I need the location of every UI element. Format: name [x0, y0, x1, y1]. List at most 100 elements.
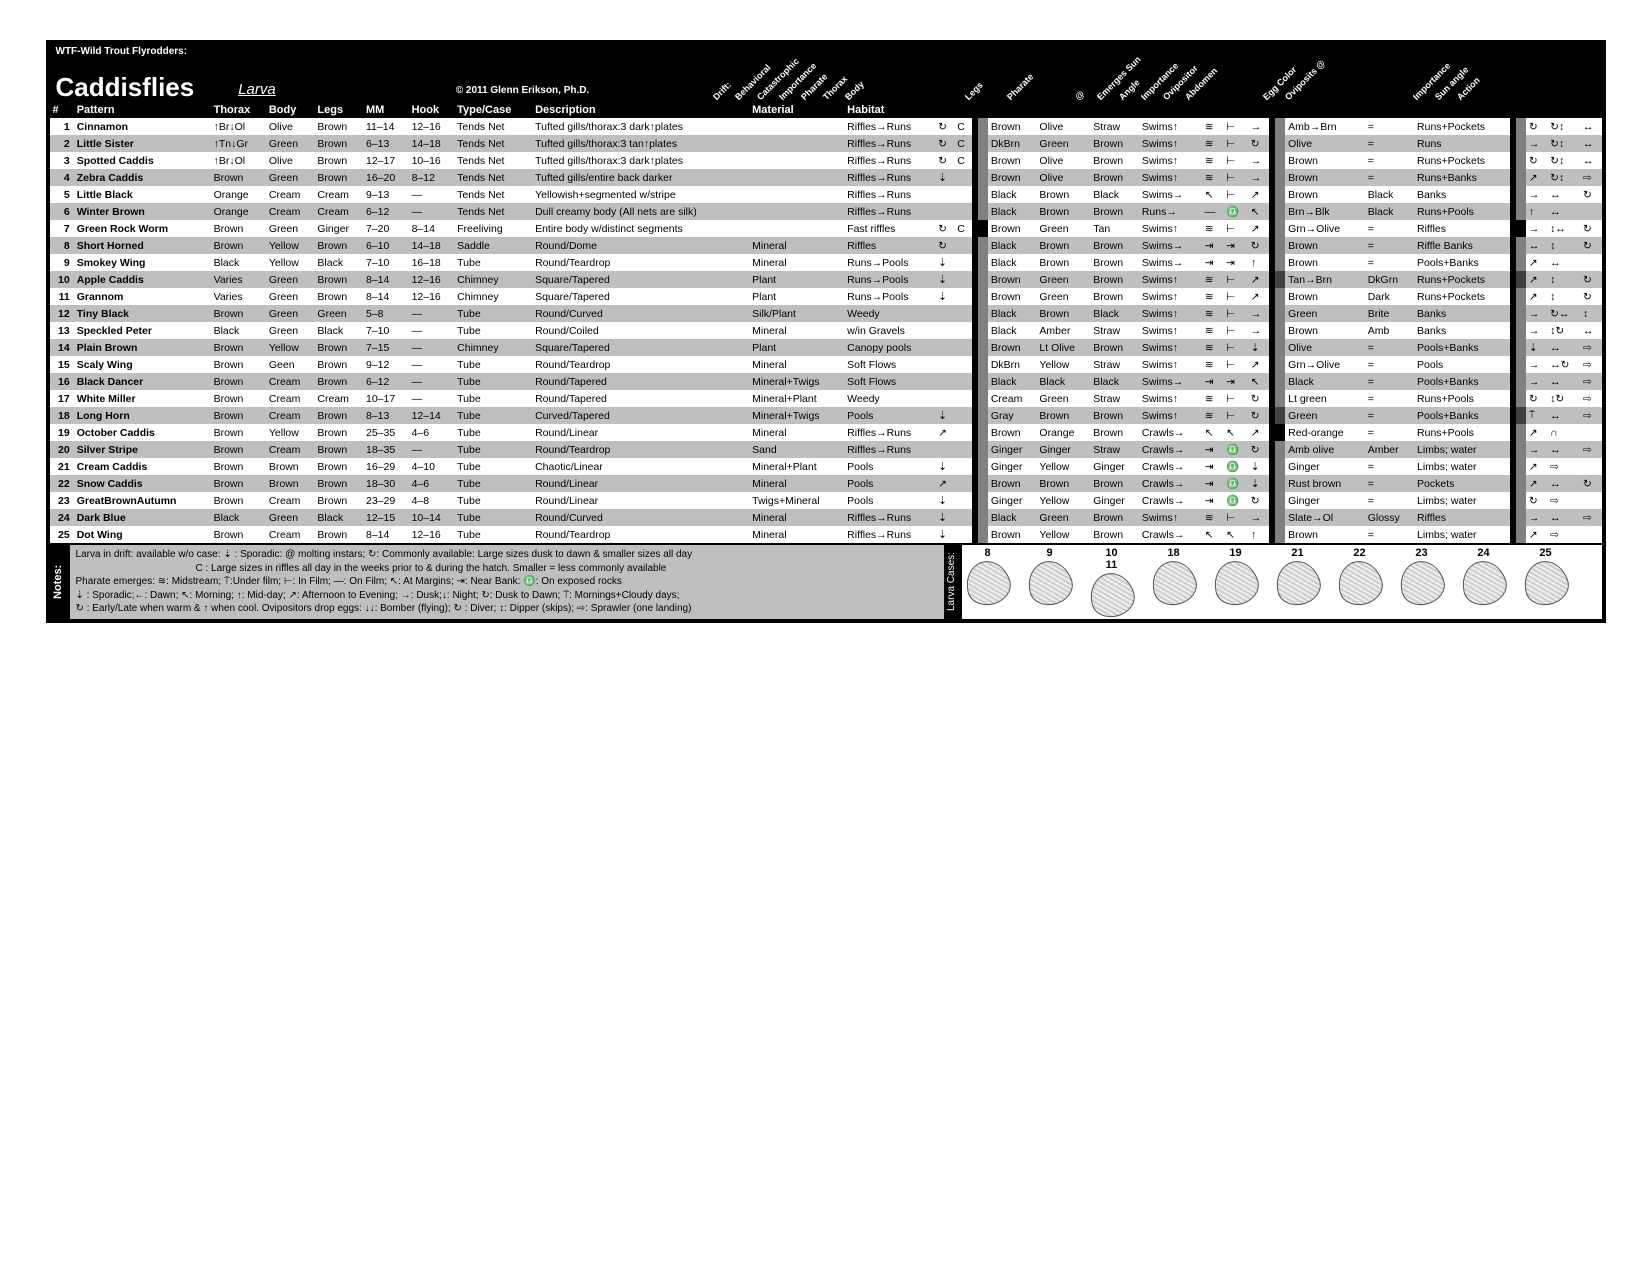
cell: Plant [749, 271, 844, 288]
cell: → [1248, 169, 1269, 186]
cell: ↖ [1248, 203, 1269, 220]
cell: Brown [314, 271, 363, 288]
cell: ⇣ [935, 288, 954, 305]
cell: 8–13 [363, 407, 409, 424]
cell: Round/Teardrop [532, 441, 749, 458]
cell [954, 441, 972, 458]
cell: Olive [1036, 118, 1090, 135]
cell: Freeliving [454, 220, 532, 237]
diag-headers-drift: Drift:BehavioralCatastrophicImportancePh… [718, 92, 872, 102]
cell: = [1365, 373, 1414, 390]
cell [1516, 305, 1526, 322]
cell [1275, 441, 1285, 458]
col-pattern: Pattern [74, 102, 211, 118]
cell: Green [266, 169, 315, 186]
cell [935, 356, 954, 373]
cell [1275, 424, 1285, 441]
cell: Riffles [1414, 220, 1510, 237]
cell [1275, 407, 1285, 424]
cell: 12–16 [409, 526, 455, 543]
cell: ↻ [1580, 288, 1602, 305]
col-action [1526, 102, 1602, 118]
cell: Mineral [749, 237, 844, 254]
cell: Olive [1036, 169, 1090, 186]
cell: ↔ [1547, 373, 1580, 390]
cell: 22 [50, 475, 74, 492]
cell: Brown [988, 424, 1037, 441]
cell: → [1526, 186, 1547, 203]
cell: ⇣ [935, 458, 954, 475]
cell: Saddle [454, 237, 532, 254]
cell: ↗ [935, 424, 954, 441]
cell: ⊢ [1223, 169, 1248, 186]
cell: Ginger [314, 220, 363, 237]
cell: ↻↕ [1547, 169, 1580, 186]
table-row: 11GrannomVariesGreenBrown8–1412–16Chimne… [50, 288, 1602, 305]
cell: = [1365, 339, 1414, 356]
cell: Riffles→Runs [844, 169, 935, 186]
cell: 14–18 [409, 237, 455, 254]
cell: = [1365, 220, 1414, 237]
cell: Cream [266, 492, 315, 509]
main-title: Caddisflies [56, 74, 195, 102]
cell: Brown [211, 475, 266, 492]
cell: ↗ [1248, 271, 1269, 288]
cell: = [1365, 135, 1414, 152]
cell: Yellow [266, 424, 315, 441]
cell: ↕ [1547, 288, 1580, 305]
cell: Yellow [1036, 458, 1090, 475]
cell: = [1365, 424, 1414, 441]
cell: Yellow [266, 237, 315, 254]
cell: ⇣ [1526, 339, 1547, 356]
cell: ↻↕ [1547, 118, 1580, 135]
cell [749, 169, 844, 186]
cell: Chimney [454, 288, 532, 305]
cell: Entire body w/distinct segments [532, 220, 749, 237]
cell [1275, 356, 1285, 373]
cell: Curved/Tapered [532, 407, 749, 424]
cell: Swims↑ [1139, 288, 1202, 305]
cell: ⇥ [1223, 254, 1248, 271]
cell: ↔ [1547, 407, 1580, 424]
cell: Pools+Banks [1414, 373, 1510, 390]
cell: ⇥ [1223, 373, 1248, 390]
cell: 11 [50, 288, 74, 305]
cell: 7 [50, 220, 74, 237]
cell: Black [1285, 373, 1365, 390]
cell: Green [266, 220, 315, 237]
cell: 8 [50, 237, 74, 254]
cell: Cream [266, 373, 315, 390]
cell: Green [1036, 288, 1090, 305]
cell: Chimney [454, 271, 532, 288]
cell: Green [1285, 407, 1365, 424]
cell: ♎ [1223, 441, 1248, 458]
cell: Tends Net [454, 135, 532, 152]
table-row: 1Cinnamon↑Br↓OlOliveBrown11–1412–16Tends… [50, 118, 1602, 135]
cell: Brown [211, 356, 266, 373]
cell [935, 373, 954, 390]
cell: Swims↑ [1139, 152, 1202, 169]
cell: ↔ [1547, 339, 1580, 356]
cell: ⊢ [1223, 390, 1248, 407]
table-body: 1Cinnamon↑Br↓OlOliveBrown11–1412–16Tends… [50, 118, 1602, 543]
cell: Brown [314, 288, 363, 305]
cell [935, 441, 954, 458]
cell: Tube [454, 356, 532, 373]
cell: Orange [211, 203, 266, 220]
cell: Zebra Caddis [74, 169, 211, 186]
cell: Swims↑ [1139, 169, 1202, 186]
cell: Green [266, 271, 315, 288]
cell: = [1365, 458, 1414, 475]
cell [978, 152, 988, 169]
cell: Riffles→Runs [844, 509, 935, 526]
cell: Crawls→ [1139, 441, 1202, 458]
cell: Crawls→ [1139, 424, 1202, 441]
cell: Cream [266, 390, 315, 407]
cell: 12–16 [409, 288, 455, 305]
cell: Fast riffles [844, 220, 935, 237]
cell [1516, 118, 1526, 135]
cell [749, 135, 844, 152]
cell: Mineral+Plant [749, 458, 844, 475]
cell: Olive [1285, 339, 1365, 356]
cell: Swims↑ [1139, 356, 1202, 373]
